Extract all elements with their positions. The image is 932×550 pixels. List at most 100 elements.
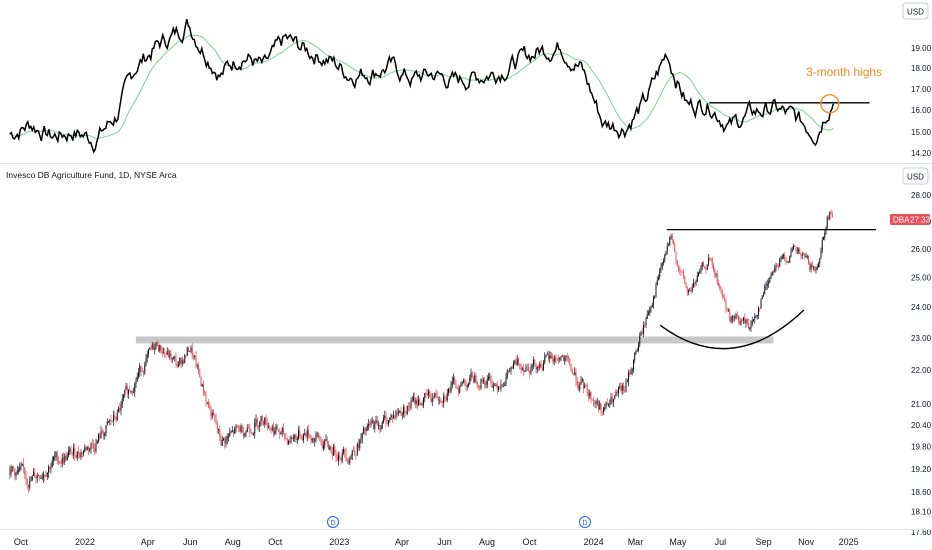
candle-body xyxy=(194,355,196,357)
candle-body xyxy=(753,319,755,322)
candle-body xyxy=(251,432,253,435)
x-tick-label: May xyxy=(669,537,687,547)
candle-body xyxy=(310,435,312,441)
rounded-bottom-arc[interactable] xyxy=(659,309,805,350)
candle-body xyxy=(678,266,680,271)
candle-body xyxy=(530,367,532,374)
candle-body xyxy=(514,361,516,364)
support-zone-band[interactable] xyxy=(135,336,774,344)
candle-body xyxy=(364,427,366,432)
candle-body xyxy=(729,310,731,321)
dividend-marker-1[interactable] xyxy=(327,516,339,528)
candle-body xyxy=(555,357,557,360)
x-axis[interactable]: Oct 2022 Apr Jun Aug Oct 2023 Apr Jun Aug Oct 2024 M… xyxy=(14,537,859,547)
dividend-marker-2[interactable] xyxy=(579,516,591,528)
candle-body xyxy=(504,384,506,387)
candle-body xyxy=(793,246,795,250)
candle-body xyxy=(180,358,182,365)
candle-body xyxy=(495,384,497,386)
candle-body xyxy=(216,423,218,430)
candle-body xyxy=(25,474,27,480)
candle-body xyxy=(385,415,387,423)
candle-body xyxy=(738,315,740,321)
candle-body xyxy=(626,381,628,383)
candle-body xyxy=(779,259,781,267)
candle-body xyxy=(819,258,821,264)
candle-body xyxy=(500,384,502,389)
candle-body xyxy=(306,430,308,437)
candle-body xyxy=(443,396,445,404)
candle-body xyxy=(393,415,395,419)
candle-body xyxy=(498,387,500,390)
candle-body xyxy=(758,308,760,315)
candle-body xyxy=(13,466,15,469)
candle-body xyxy=(746,319,748,323)
candle-body xyxy=(344,448,346,453)
candle-body xyxy=(559,357,561,361)
candle-body xyxy=(84,447,86,452)
candle-body xyxy=(338,454,340,461)
candle-body xyxy=(751,321,753,324)
candle-body xyxy=(391,414,393,419)
candle-body xyxy=(750,323,752,329)
candle-body xyxy=(656,280,658,285)
candle-body xyxy=(538,366,540,368)
candle-body xyxy=(376,419,378,426)
candle-body xyxy=(340,457,342,461)
candle-body xyxy=(115,417,117,421)
candle-body xyxy=(818,263,820,268)
candle-body xyxy=(68,451,70,456)
candle-body xyxy=(123,395,125,399)
candle-body xyxy=(18,470,20,471)
candle-body xyxy=(658,277,660,281)
moving-average-line xyxy=(9,34,834,139)
candle-body xyxy=(595,402,597,405)
candle-body xyxy=(356,443,358,456)
candle-body xyxy=(266,423,268,428)
candle-body xyxy=(165,353,167,355)
candle-body xyxy=(358,443,360,449)
main-price-scale[interactable]: USD 28.0027.0026.0025.0024.0023.0022.002… xyxy=(890,167,932,537)
candle-body xyxy=(484,379,486,385)
candle-body xyxy=(334,446,336,453)
candle-body xyxy=(200,377,202,387)
candle-body xyxy=(508,370,510,372)
candle-body xyxy=(226,436,228,440)
candle-body xyxy=(309,435,311,437)
candle-body xyxy=(339,454,341,458)
candle-body xyxy=(206,402,208,403)
candle-body xyxy=(665,250,667,256)
price-tag-bg xyxy=(890,214,930,225)
candle-body xyxy=(278,429,280,433)
candle-body xyxy=(285,437,287,439)
candle-body xyxy=(219,428,221,438)
candle-body xyxy=(505,377,507,385)
candle-body xyxy=(191,347,193,357)
candle-body xyxy=(11,466,13,468)
candle-body xyxy=(65,455,67,460)
candle-body xyxy=(528,366,530,371)
candle-body xyxy=(510,367,512,371)
candle-body xyxy=(100,431,102,439)
main-y-tick: 25.00 xyxy=(911,273,932,282)
candle-body xyxy=(435,392,437,396)
candle-body xyxy=(154,347,156,351)
candle-body xyxy=(661,263,663,267)
candle-body xyxy=(411,400,413,402)
candle-body xyxy=(118,408,120,413)
candle-body xyxy=(260,416,262,422)
candle-body xyxy=(230,431,232,433)
candle-body xyxy=(814,266,816,271)
candle-body xyxy=(316,433,318,435)
candle-body xyxy=(238,426,240,428)
top-price-scale[interactable]: USD 19.00 18.00 17.00 16.00 15.00 14.20 xyxy=(902,2,932,158)
candle-body xyxy=(831,213,833,218)
candle-body xyxy=(791,249,793,252)
x-tick-label: Apr xyxy=(141,537,155,547)
candle-body xyxy=(560,356,562,358)
candle-body xyxy=(199,371,201,378)
candle-body xyxy=(441,402,443,404)
candle-body xyxy=(28,484,30,488)
candle-body xyxy=(639,335,641,345)
candle-body xyxy=(724,297,726,302)
